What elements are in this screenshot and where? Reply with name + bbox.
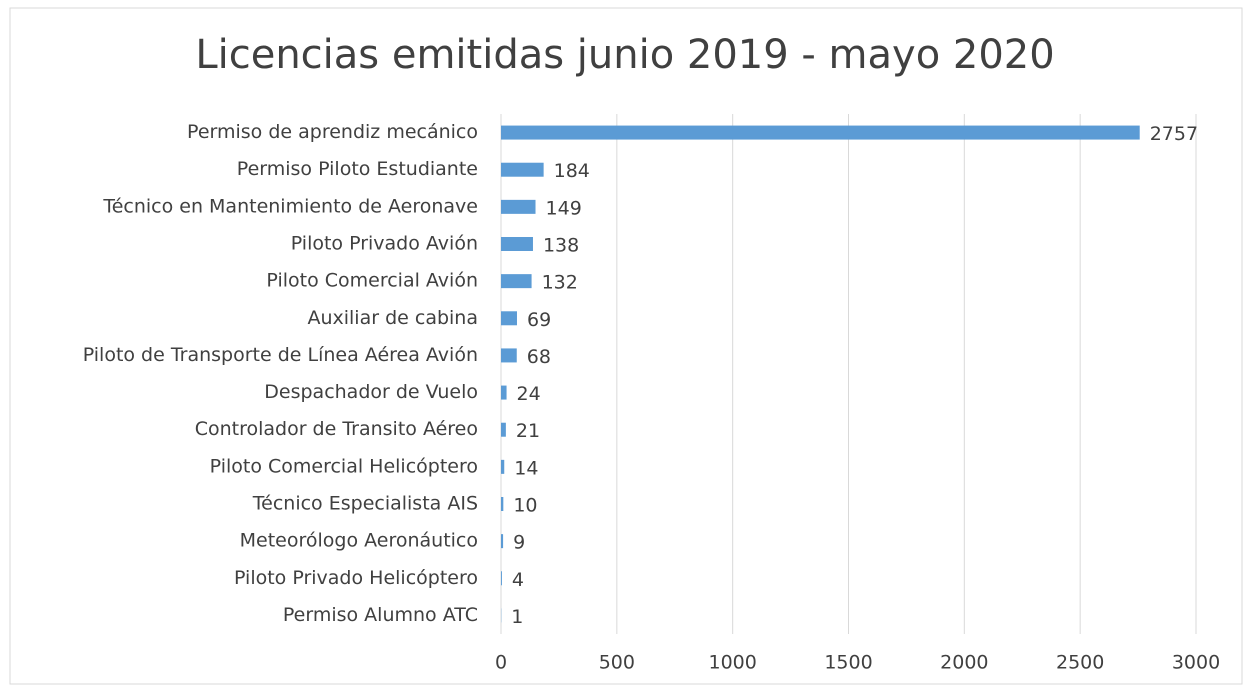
bar: [501, 534, 504, 549]
y-tick-label: Auxiliar de cabina: [307, 307, 478, 329]
y-tick-label: Despachador de Vuelo: [264, 381, 478, 403]
data-label: 4: [512, 569, 524, 591]
y-tick-label: Permiso de aprendiz mecánico: [187, 121, 478, 143]
bar: [501, 274, 532, 289]
x-tick-label: 3000: [1172, 652, 1220, 674]
y-tick-label: Piloto de Transporte de Línea Aérea Avió…: [83, 344, 478, 366]
data-label: 10: [513, 495, 537, 517]
data-label: 9: [513, 532, 525, 554]
y-tick-label: Controlador de Transito Aéreo: [195, 418, 478, 440]
data-label: 69: [527, 309, 551, 331]
data-label: 1: [511, 606, 523, 628]
x-tick-label: 2000: [940, 652, 988, 674]
bar: [501, 237, 533, 251]
data-label: 149: [546, 197, 582, 219]
y-tick-label: Permiso Alumno ATC: [283, 604, 478, 626]
data-label: 68: [527, 346, 551, 368]
x-tick-label: 1000: [708, 652, 756, 674]
data-label: 2757: [1150, 123, 1198, 145]
y-tick-label: Meteorólogo Aeronáutico: [240, 530, 478, 552]
chart-title: Licencias emitidas junio 2019 - mayo 202…: [195, 32, 1054, 78]
bar: [501, 385, 507, 400]
y-tick-label: Piloto Comercial Helicóptero: [210, 455, 478, 477]
data-label: 132: [542, 272, 578, 294]
data-label: 21: [516, 420, 540, 442]
y-tick-label: Piloto Comercial Avión: [266, 270, 478, 292]
data-label: 24: [517, 383, 541, 405]
x-tick-label: 500: [599, 652, 635, 674]
y-tick-label: Técnico en Mantenimiento de Aeronave: [102, 195, 478, 217]
bar: [501, 199, 536, 214]
x-tick-label: 2500: [1056, 652, 1104, 674]
y-tick-label: Permiso Piloto Estudiante: [237, 158, 478, 180]
bar: [501, 459, 505, 474]
y-tick-label: Técnico Especialista AIS: [252, 493, 478, 515]
x-tick-label: 0: [495, 652, 507, 674]
chart-frame: [9, 7, 1243, 685]
bar: [501, 571, 502, 586]
bar: [501, 497, 504, 511]
data-label: 138: [543, 235, 579, 257]
y-tick-label: Piloto Privado Helicóptero: [234, 567, 478, 589]
x-tick-label: 1500: [824, 652, 872, 674]
bar: [501, 348, 517, 363]
data-label: 14: [514, 457, 538, 479]
bar: [501, 422, 506, 437]
bar: [501, 125, 1140, 140]
y-tick-label: Piloto Privado Avión: [291, 233, 478, 255]
bar: [501, 162, 544, 177]
bar: [501, 311, 517, 326]
data-label: 184: [554, 160, 590, 182]
